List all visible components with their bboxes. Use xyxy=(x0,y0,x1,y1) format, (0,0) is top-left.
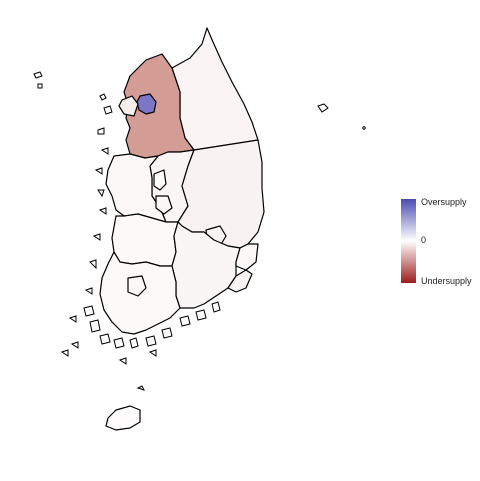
region-gwangju xyxy=(127,275,147,297)
region-jeju xyxy=(105,405,141,431)
region-sejong xyxy=(153,169,167,191)
region-ulsan xyxy=(235,243,259,271)
region-daejeon xyxy=(155,195,173,215)
region-busan xyxy=(227,269,253,293)
region-jeonbuk xyxy=(111,213,179,267)
region-incheon xyxy=(118,95,139,117)
legend-label-oversupply: Oversupply xyxy=(421,197,467,207)
legend-label-undersupply: Undersupply xyxy=(421,276,472,286)
legend-label-zero: 0 xyxy=(421,235,427,245)
coastal-islands xyxy=(33,71,366,391)
region-gangwon xyxy=(171,27,259,151)
